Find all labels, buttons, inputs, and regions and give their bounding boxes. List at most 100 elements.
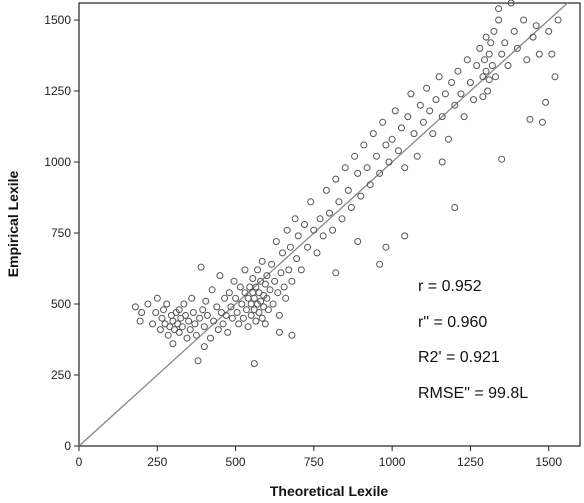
plot-area [78, 2, 581, 447]
data-point [492, 73, 499, 81]
data-point [216, 272, 224, 280]
data-point [495, 5, 503, 13]
data-point [435, 73, 443, 81]
data-point [283, 226, 291, 234]
data-point [373, 152, 380, 160]
data-point [255, 309, 263, 316]
data-point [504, 62, 512, 69]
data-point [498, 50, 506, 58]
data-point [391, 107, 399, 115]
data-point [225, 289, 233, 297]
data-point [310, 226, 318, 234]
data-point [243, 306, 250, 314]
data-point [438, 158, 446, 166]
data-point [482, 33, 490, 41]
data-point [376, 260, 384, 268]
data-point [252, 283, 260, 291]
data-point [186, 326, 194, 334]
data-point [529, 33, 537, 41]
data-point [182, 311, 189, 319]
data-point [523, 56, 531, 64]
data-point [463, 56, 471, 64]
data-point [202, 297, 210, 305]
data-point [332, 269, 340, 277]
y-tick-label: 1000 [44, 155, 71, 169]
data-point [532, 22, 540, 30]
y-tick-label: 250 [51, 368, 71, 382]
data-point [313, 249, 321, 257]
data-point [238, 300, 246, 308]
data-point [423, 84, 431, 92]
data-point [175, 306, 183, 314]
data-point [470, 96, 477, 104]
data-point [457, 90, 465, 98]
data-point [438, 113, 446, 121]
data-point [280, 283, 288, 291]
data-point [169, 340, 177, 348]
data-point [263, 272, 271, 280]
data-point [479, 73, 487, 81]
y-axis-title: Empirical Lexile [5, 170, 21, 277]
data-point [329, 226, 337, 234]
data-point [272, 238, 280, 245]
data-point [249, 275, 257, 282]
data-point [482, 67, 490, 75]
data-point [485, 76, 493, 84]
data-point [513, 44, 521, 52]
data-point [149, 320, 157, 328]
data-point [507, 0, 515, 7]
data-point [221, 294, 229, 302]
data-point [258, 257, 266, 265]
data-point [274, 289, 282, 297]
data-point [144, 300, 152, 308]
data-point [338, 215, 346, 223]
data-point [250, 294, 258, 302]
data-point [441, 90, 449, 98]
data-point [285, 266, 293, 274]
data-point [498, 155, 506, 163]
data-point [269, 300, 277, 308]
data-point [275, 328, 283, 336]
data-point [335, 198, 343, 206]
data-point [410, 130, 418, 138]
x-tick-label: 1250 [457, 455, 484, 469]
data-point [266, 286, 274, 294]
data-point [175, 328, 183, 336]
data-point [219, 320, 227, 328]
data-point [241, 289, 249, 297]
data-point [275, 311, 283, 319]
data-point [138, 309, 146, 316]
data-point [136, 317, 144, 325]
data-point [241, 266, 249, 274]
stat-r: r = 0.952 [418, 278, 482, 295]
data-point [192, 331, 200, 339]
data-point [416, 101, 424, 109]
data-point [304, 243, 312, 251]
y-tick-label: 1250 [44, 84, 71, 98]
data-point [208, 286, 216, 294]
data-point [341, 164, 349, 172]
data-point [247, 311, 255, 319]
data-point [288, 331, 296, 339]
data-point [551, 73, 559, 81]
data-point [191, 320, 199, 328]
data-point [460, 113, 468, 121]
data-point [230, 277, 238, 285]
data-point [261, 280, 269, 288]
data-point [485, 50, 493, 58]
data-point [319, 232, 327, 240]
data-point [183, 334, 191, 342]
data-point [426, 107, 434, 115]
data-point [297, 266, 305, 274]
data-points [131, 0, 562, 368]
data-point [236, 283, 244, 291]
data-point [407, 90, 415, 98]
data-point [398, 124, 405, 132]
data-point [354, 238, 362, 245]
data-point [448, 79, 456, 86]
x-tick-label: 1500 [535, 455, 562, 469]
data-point [188, 294, 196, 302]
data-point [291, 215, 299, 223]
data-point [131, 303, 139, 311]
data-point [207, 334, 214, 342]
